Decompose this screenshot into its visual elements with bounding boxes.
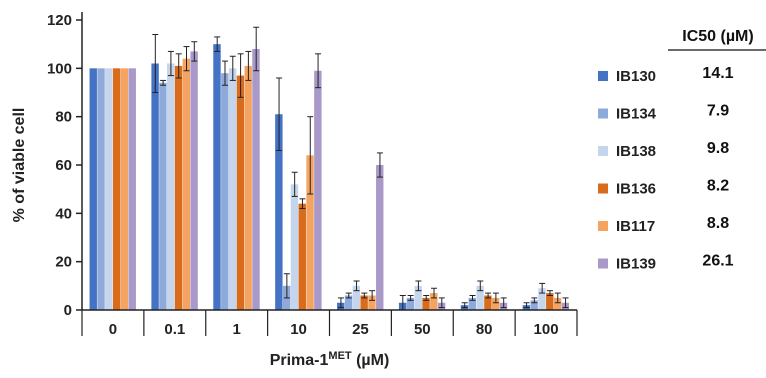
- x-axis-label-superscript: MET: [328, 350, 352, 362]
- bar-ib130-0_1: [151, 63, 159, 310]
- bar-ib139-25: [376, 165, 384, 310]
- bar-ib138-1: [228, 68, 237, 310]
- x-tick-label: 80: [476, 321, 493, 338]
- x-tick-label: 25: [352, 321, 369, 338]
- x-axis-label-unit: (µM): [352, 352, 390, 369]
- ic50-value-ib130: 14.1: [702, 65, 733, 82]
- legend-label-ib136: IB136: [616, 181, 656, 198]
- bar-ib138-10: [290, 184, 299, 310]
- bar-ib134-0_1: [159, 82, 167, 310]
- bar-ib138-0_1: [167, 63, 175, 310]
- y-tick-label: 60: [55, 157, 72, 174]
- legend-swatch-ib138: [598, 146, 608, 156]
- x-tick-label: 1: [233, 321, 241, 338]
- y-tick-label: 20: [55, 254, 72, 271]
- bar-ib117-25: [368, 295, 376, 310]
- bar-ib117-0: [120, 68, 129, 310]
- bar-ib136-25: [360, 295, 368, 310]
- ic50-header: IC50 (µM): [682, 28, 753, 45]
- bar-ib139-10: [314, 70, 322, 310]
- y-axis-label: % of viable cell: [11, 108, 28, 223]
- legend-label-ib139: IB139: [616, 256, 656, 273]
- bar-ib136-0: [112, 68, 121, 310]
- x-tick-label: 0: [109, 321, 117, 338]
- bar-ib130-0: [89, 68, 97, 310]
- bar-ib117-10: [306, 155, 314, 310]
- legend-swatch-ib139: [598, 258, 608, 269]
- ic50-value-ib117: 8.8: [707, 215, 729, 232]
- legend-swatch-ib134: [598, 108, 608, 119]
- bar-ib117-0_1: [182, 58, 191, 310]
- bar-ib138-25: [352, 285, 361, 310]
- bar-ib134-25: [344, 295, 353, 310]
- bar-ib134-100: [530, 300, 538, 310]
- legend-label-ib134: IB134: [616, 106, 657, 123]
- bar-ib136-1: [236, 75, 245, 310]
- legend-swatch-ib117: [598, 221, 608, 231]
- bar-ib138-80: [476, 285, 484, 310]
- y-tick-label: 40: [55, 205, 72, 222]
- legend-label-ib138: IB138: [616, 143, 656, 160]
- legend-label-ib130: IB130: [616, 68, 656, 85]
- bar-ib136-100: [546, 293, 554, 310]
- bar-ib138-0: [105, 68, 113, 310]
- legend-label-ib117: IB117: [616, 218, 655, 235]
- y-tick-label: 100: [47, 60, 72, 77]
- bar-ib117-100: [553, 297, 562, 310]
- x-tick-label: 0.1: [164, 321, 185, 338]
- ic50-value-ib134: 7.9: [707, 103, 729, 120]
- ic50-value-ib136: 8.2: [707, 178, 729, 195]
- bar-ib134-1: [221, 73, 229, 310]
- legend-swatch-ib136: [598, 183, 608, 194]
- bar-ib117-80: [491, 297, 500, 310]
- legend-swatch-ib130: [598, 71, 608, 81]
- bar-ib138-100: [538, 288, 546, 310]
- y-tick-label: 0: [64, 302, 72, 319]
- bar-ib139-0_1: [190, 51, 198, 311]
- bar-ib136-50: [422, 297, 430, 310]
- bar-ib117-1: [244, 65, 252, 310]
- ic50-value-ib139: 26.1: [702, 253, 733, 270]
- bar-ib139-0: [128, 68, 136, 310]
- x-tick-label: 100: [534, 321, 559, 338]
- bar-ib117-50: [430, 293, 438, 310]
- bar-ib134-0: [97, 68, 105, 310]
- bar-ib134-80: [468, 297, 476, 310]
- bar-ib130-10: [275, 114, 283, 310]
- x-axis-label-main: Prima-1: [270, 352, 329, 369]
- bar-ib136-10: [298, 203, 306, 310]
- x-tick-label: 50: [414, 321, 431, 338]
- bar-ib134-50: [406, 297, 415, 310]
- bar-ib136-0_1: [174, 65, 183, 310]
- ic50-value-ib138: 9.8: [707, 140, 729, 157]
- bar-ib136-80: [484, 295, 492, 310]
- x-tick-label: 10: [290, 321, 307, 338]
- bar-ib139-1: [252, 49, 260, 310]
- bar-ib130-1: [213, 44, 221, 311]
- y-tick-label: 80: [55, 109, 72, 126]
- y-tick-label: 120: [47, 12, 72, 29]
- bar-ib138-50: [414, 285, 422, 310]
- x-axis-label: Prima-1MET (µM): [270, 350, 390, 369]
